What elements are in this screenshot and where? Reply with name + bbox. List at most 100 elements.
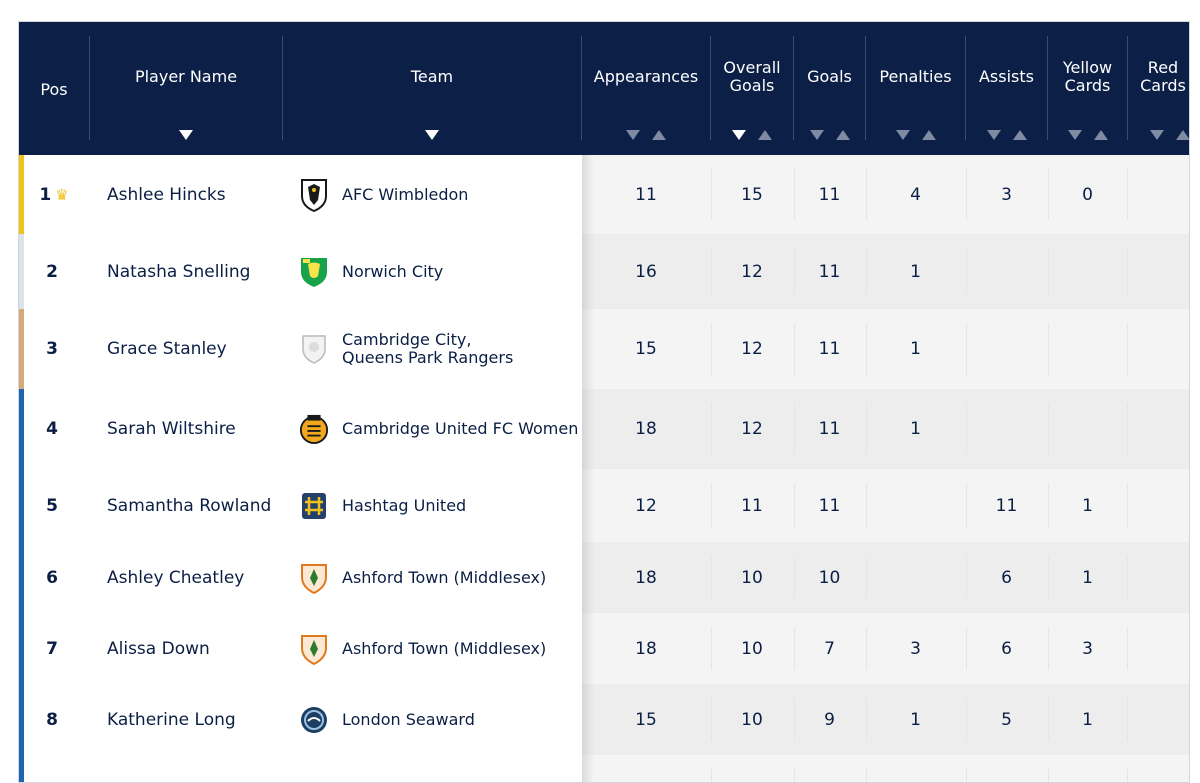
col-header-red-cards[interactable]: Red Cards	[1128, 22, 1189, 155]
col-header-player[interactable]: Player Name	[90, 22, 282, 155]
yellow-cards-cell-value: 1	[1082, 567, 1093, 588]
player-name-cell[interactable]: Katherine Long	[107, 684, 282, 755]
goals-cell: 11	[794, 234, 865, 309]
table-row[interactable]: 7 Alissa Down Ashford Town (Middlesex) 1…	[19, 613, 1189, 685]
player-name-cell[interactable]: Ashlee Hincks	[107, 155, 282, 234]
penalties-cell-value: 1	[910, 709, 921, 730]
appearances-cell-value: 18	[635, 419, 657, 439]
yellow-cards-cell: 0	[1048, 155, 1127, 234]
sort-down-icon[interactable]	[1150, 130, 1164, 140]
sort-up-icon[interactable]	[1012, 130, 1027, 140]
team-name[interactable]: Cambridge United FC Women	[342, 420, 578, 438]
col-header-overall-goals[interactable]: Overall Goals	[711, 22, 793, 155]
team-name[interactable]: AFC Wimbledon	[342, 184, 469, 204]
team-cell[interactable]: Cambridge City, Queens Park Rangers	[299, 309, 581, 389]
player-name[interactable]: Ashlee Hincks	[107, 184, 226, 205]
player-name-cell[interactable]: Grace Stanley	[107, 309, 282, 389]
position-number: 4	[46, 419, 58, 439]
col-header-assists-label: Assists	[978, 67, 1034, 86]
table-row[interactable]: 6 Ashley Cheatley Ashford Town (Middlese…	[19, 542, 1189, 614]
team-name[interactable]: Hashtag United	[342, 496, 466, 515]
team-name-line-1: Ashford Town (Middlesex)	[342, 638, 547, 658]
team-name-line-1: AFC Wimbledon	[342, 184, 469, 204]
player-name[interactable]: Alissa Down	[107, 638, 210, 659]
table-row[interactable]: 2 Natasha Snelling Norwich City 16 12 11…	[19, 234, 1189, 310]
sort-down-active-icon[interactable]	[732, 130, 746, 140]
player-name-cell[interactable]: Natasha Snelling	[107, 234, 282, 309]
sort-up-icon[interactable]	[835, 130, 850, 140]
player-name[interactable]: Grace Stanley	[107, 339, 227, 359]
yellow-cards-cell-value: 3	[1082, 638, 1093, 659]
rank-strip	[19, 389, 24, 469]
team-cell[interactable]: London Seaward	[299, 684, 581, 755]
sort-up-icon[interactable]	[921, 130, 936, 140]
team-name[interactable]: London Seaward	[342, 710, 475, 729]
table-row[interactable]: 5 Samantha Rowland Hashtag United 12 11 …	[19, 469, 1189, 543]
appearances-cell: 11	[582, 155, 710, 234]
player-name[interactable]: Sarah Wiltshire	[107, 419, 236, 439]
penalties-cell-value: 4	[910, 184, 921, 205]
player-name-cell[interactable]: Ashley Cheatley	[107, 542, 282, 613]
scroll-shadow	[582, 155, 594, 234]
player-name-cell[interactable]: Sarah Wiltshire	[107, 389, 282, 469]
sort-up-icon[interactable]	[758, 130, 772, 140]
team-name[interactable]: Cambridge City, Queens Park Rangers	[342, 331, 513, 367]
player-name[interactable]: Natasha Snelling	[107, 261, 251, 282]
col-header-yellow-cards[interactable]: Yellow Cards	[1048, 22, 1127, 155]
row-scroll-area	[582, 234, 1189, 309]
sort-down-icon[interactable]	[986, 130, 1001, 140]
appearances-cell: 15	[582, 684, 710, 755]
col-header-goals[interactable]: Goals	[794, 22, 865, 155]
sort-down-icon[interactable]	[895, 130, 910, 140]
appearances-cell-value: 15	[635, 339, 657, 359]
team-cell[interactable]: Cambridge United FC Women	[299, 389, 581, 469]
assists-cell-value: 3	[1001, 184, 1012, 205]
goals-cell: 11	[794, 389, 865, 469]
sort-down-icon[interactable]	[179, 130, 193, 140]
sort-down-icon[interactable]	[809, 130, 824, 140]
player-name[interactable]: Katherine Long	[107, 709, 236, 730]
table-row[interactable]: 8 Katherine Long London Seaward 15 10 9 …	[19, 684, 1189, 756]
assists-cell: 5	[966, 684, 1047, 755]
sort-down-icon[interactable]	[626, 130, 640, 140]
team-cell[interactable]: Hashtag United	[299, 469, 581, 542]
col-header-penalties[interactable]: Penalties	[866, 22, 965, 155]
team-name[interactable]: Ashford Town (Middlesex)	[342, 568, 546, 587]
col-header-pos[interactable]: Pos	[19, 22, 89, 155]
team-name[interactable]: Ashford Town (Middlesex)	[342, 638, 547, 658]
player-name-cell[interactable]: Samantha Rowland	[107, 469, 282, 542]
penalties-cell-value: 1	[910, 261, 921, 282]
col-header-red-label-1: Red	[1147, 58, 1179, 77]
team-cell[interactable]: Norwich City	[299, 234, 581, 309]
team-name[interactable]: Norwich City	[342, 262, 443, 281]
position-cell: 6	[19, 542, 89, 613]
sort-down-icon[interactable]	[1067, 130, 1082, 140]
sort-up-icon[interactable]	[1093, 130, 1108, 140]
player-name[interactable]: Samantha Rowland	[107, 495, 272, 516]
sort-up-icon[interactable]	[1176, 130, 1189, 140]
table-row[interactable]: 3 Grace Stanley Cambridge City, Queens Pa…	[19, 309, 1189, 390]
team-cell[interactable]	[299, 755, 581, 782]
col-header-team[interactable]: Team	[283, 22, 581, 155]
table-row[interactable]: 1 ♛ Ashlee Hincks AFC Wimbledon 11 15 11…	[19, 155, 1189, 235]
team-cell[interactable]: Ashford Town (Middlesex)	[299, 613, 581, 684]
position-cell: 2	[19, 234, 89, 309]
player-name-cell[interactable]: Alissa Down	[107, 613, 282, 684]
col-header-yellow-label-2: Cards	[1064, 76, 1111, 95]
player-name[interactable]: Ashley Cheatley	[107, 567, 245, 588]
col-header-assists[interactable]: Assists	[966, 22, 1047, 155]
position-cell: 8	[19, 684, 89, 755]
team-cell[interactable]: Ashford Town (Middlesex)	[299, 542, 581, 613]
position-number: 1	[39, 184, 52, 205]
team-cell[interactable]: AFC Wimbledon	[299, 155, 581, 234]
overall-goals-cell: 12	[711, 309, 793, 389]
table-row[interactable]: 4 Sarah Wiltshire Cambridge United FC Wo…	[19, 389, 1189, 470]
table-row[interactable]	[19, 755, 1189, 782]
player-name-cell[interactable]	[107, 755, 282, 782]
position-cell: 4	[19, 389, 89, 469]
col-header-appearances[interactable]: Appearances	[582, 22, 710, 155]
sort-up-icon[interactable]	[652, 130, 666, 140]
position-number: 2	[46, 261, 58, 282]
sort-down-icon[interactable]	[425, 130, 439, 140]
overall-goals-cell	[711, 755, 793, 782]
